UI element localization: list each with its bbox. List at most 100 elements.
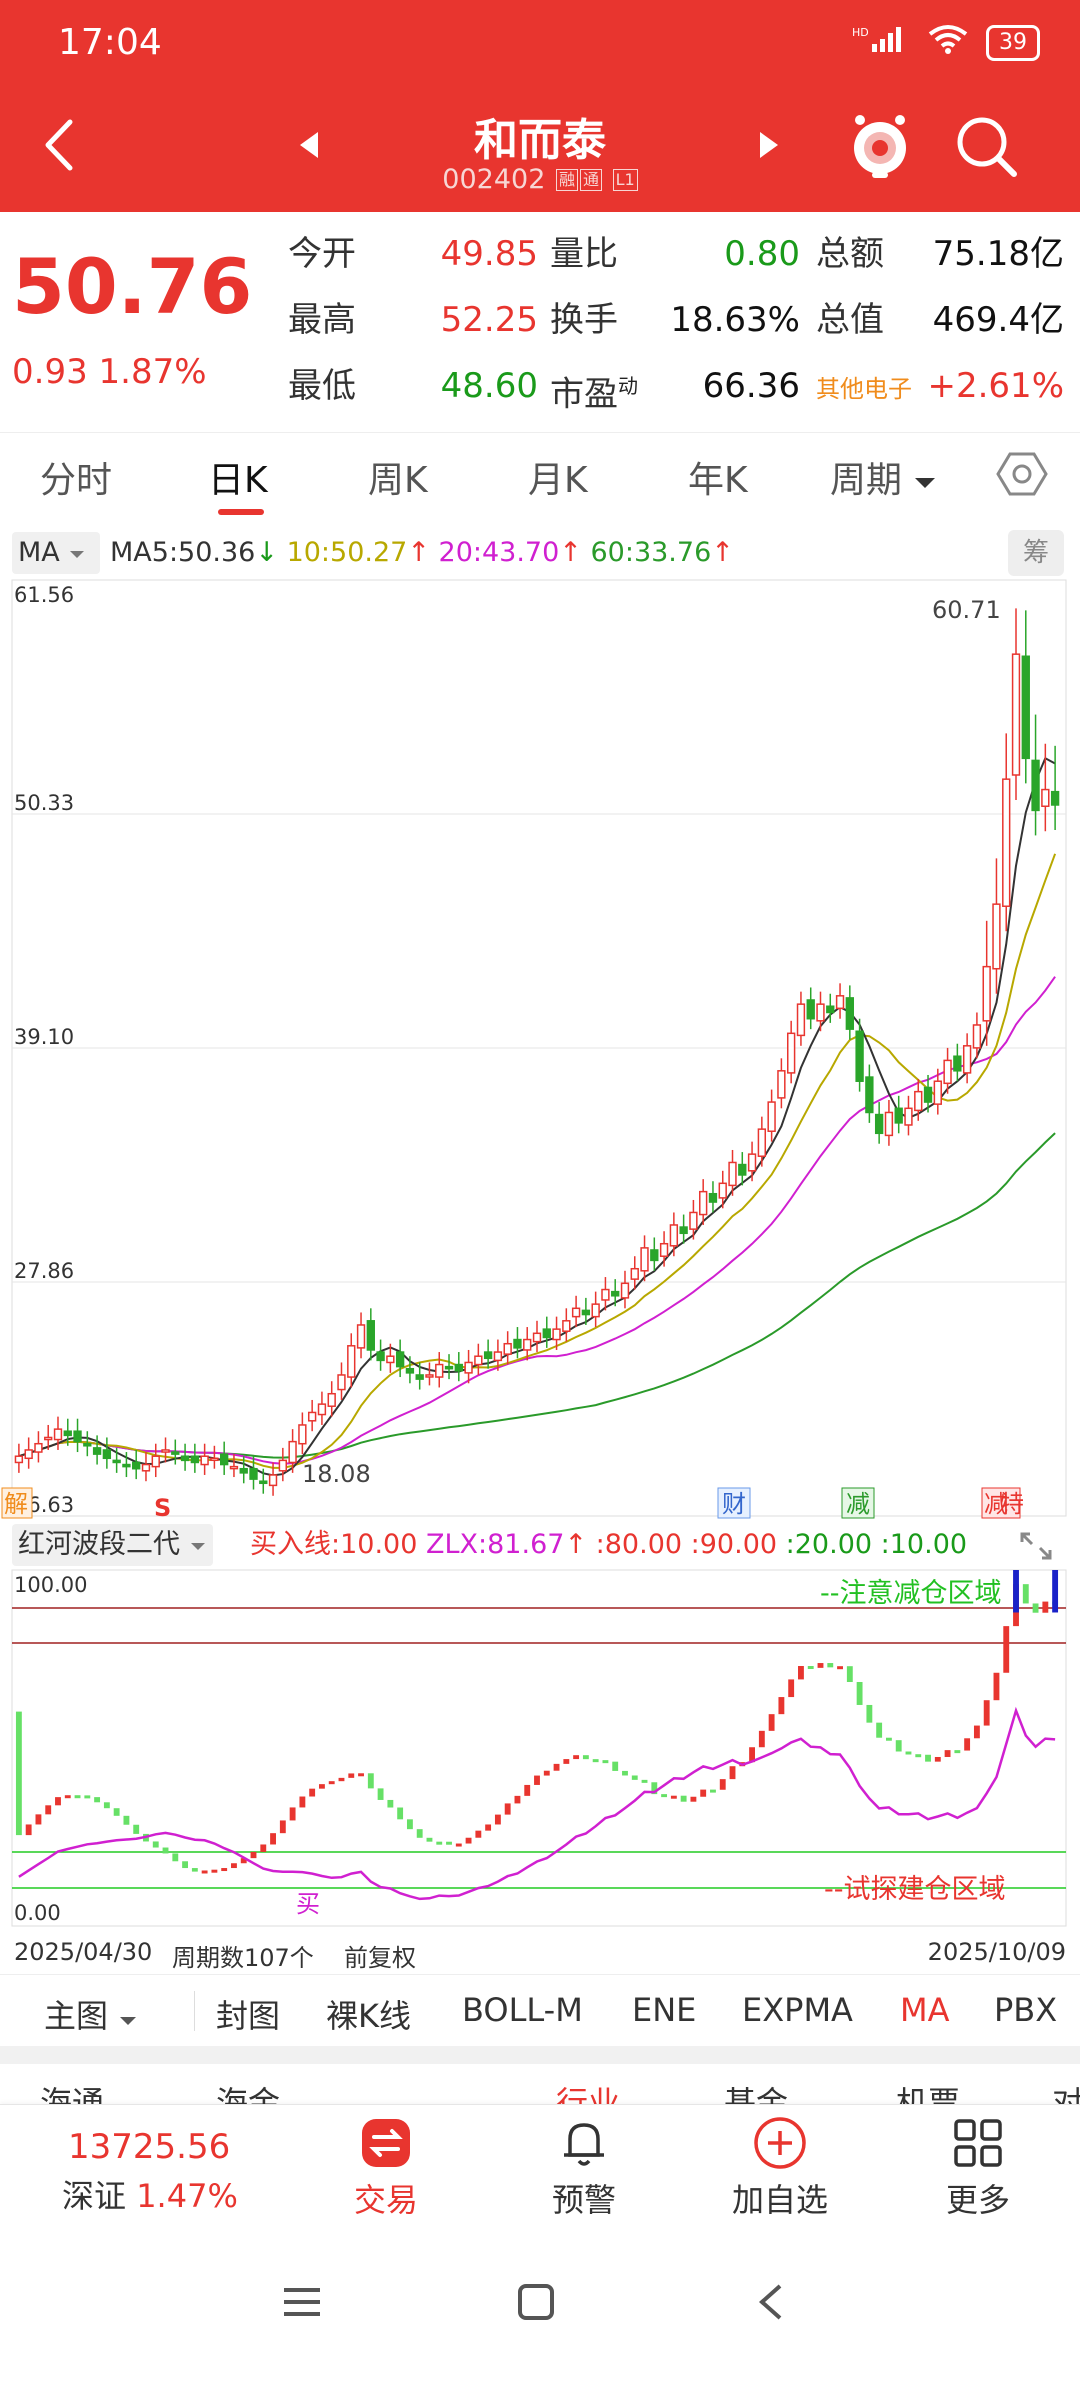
tab-period[interactable]: 周期	[830, 451, 937, 503]
indicator-bar	[651, 1782, 658, 1795]
bell-icon	[564, 2123, 604, 2166]
indicator-bar	[837, 1666, 843, 1670]
indicator-bar	[641, 1779, 648, 1783]
candle	[132, 1461, 141, 1470]
back-nav-icon[interactable]	[752, 2282, 792, 2326]
candle	[884, 1111, 894, 1137]
indicator-bar	[934, 1756, 941, 1762]
back-button[interactable]	[36, 110, 86, 180]
trade-icon	[362, 2119, 410, 2167]
candle	[307, 1411, 317, 1422]
candle	[474, 1355, 483, 1366]
candle	[454, 1363, 463, 1372]
indicator-bar	[729, 1766, 736, 1780]
candle	[122, 1463, 131, 1468]
indicator-bar	[504, 1803, 511, 1815]
tab-monthly[interactable]: 月K	[528, 460, 588, 501]
build-zone-label: --试探建仓区域	[824, 1874, 1006, 1905]
indicator-bar	[993, 1672, 1000, 1701]
indicator-bar	[367, 1773, 374, 1789]
tab-weekly[interactable]: 周K	[368, 460, 428, 501]
quote-sector[interactable]: 其他电子 +2.61%	[816, 366, 1064, 406]
indicator-bar	[172, 1853, 179, 1862]
home-icon[interactable]	[516, 2282, 556, 2326]
stock-code-row: 002402 融通 L1	[0, 164, 1080, 195]
candle	[894, 1107, 903, 1124]
tab-yearly[interactable]: 年K	[688, 460, 748, 501]
indicator-bar	[328, 1781, 335, 1785]
indicator-bar	[64, 1795, 71, 1799]
tab-naked-k[interactable]: 裸K线	[326, 1997, 411, 2035]
quote-high: 最高 52.25	[288, 300, 538, 340]
indicator-chart[interactable]: 100.00 0.00 --注意减仓区域 --试探建仓区域 买	[0, 1568, 1080, 1930]
tab-ene[interactable]: ENE	[632, 1991, 697, 2029]
warn-zone-label: --注意减仓区域	[820, 1578, 1002, 1609]
grid-icon	[954, 2119, 1002, 2167]
arrow-down-icon: ↓	[255, 537, 278, 568]
nav-add-watchlist[interactable]: 加自选	[710, 2115, 850, 2221]
svg-text:HD: HD	[852, 26, 869, 39]
candle	[386, 1355, 395, 1364]
assistant-robot-icon[interactable]	[848, 110, 912, 180]
kline-chart[interactable]: 61.56 50.33 39.10 27.86 16.63 60.71 18.0…	[0, 578, 1080, 1522]
indicator-bar	[895, 1740, 902, 1752]
candle	[83, 1442, 92, 1447]
battery-icon: 39	[986, 24, 1040, 61]
indicator-bar	[221, 1868, 228, 1872]
expand-icon[interactable]	[1016, 1528, 1056, 1564]
tab-ma[interactable]: MA	[900, 1991, 950, 2029]
tab-expma[interactable]: EXPMA	[742, 1991, 853, 2029]
stock-code: 002402	[442, 164, 546, 195]
nav-more[interactable]: 更多	[908, 2115, 1048, 2221]
candle	[14, 1455, 24, 1464]
ma-select[interactable]: MA	[12, 532, 100, 574]
indicator-bar	[807, 1666, 814, 1670]
candle	[581, 1309, 591, 1316]
indicator-bar	[416, 1829, 423, 1838]
indicator-bar	[710, 1789, 716, 1793]
prev-stock-button[interactable]	[296, 128, 322, 162]
indicator-bar	[719, 1779, 726, 1790]
y-label-4: 27.86	[14, 1259, 74, 1283]
tab-daily[interactable]: 日K	[208, 460, 268, 501]
candle	[34, 1442, 43, 1453]
indicator-bar	[749, 1747, 755, 1763]
tab-intraday[interactable]: 分时	[40, 460, 113, 501]
indicator-bar	[582, 1755, 589, 1760]
indicator-bar	[494, 1814, 501, 1825]
candle	[728, 1161, 737, 1187]
level1-tag: L1	[612, 169, 638, 191]
indicator-bar	[680, 1795, 687, 1802]
arrow-up-icon: ↑	[407, 537, 430, 568]
y-label-top: 61.56	[14, 583, 74, 607]
indicator-bar	[84, 1795, 91, 1799]
caret-down-icon	[913, 460, 937, 501]
indicator-bar	[397, 1807, 404, 1820]
menu-icon[interactable]	[282, 2282, 322, 2326]
next-stock-button[interactable]	[756, 128, 782, 162]
peek-row: 海通 海金 行业 基金 机票 对	[40, 2084, 1080, 2104]
candle	[513, 1338, 522, 1349]
connect-tag: 通	[579, 169, 602, 191]
candle	[1002, 778, 1011, 907]
chart-footer: 2025/04/30 周期数107个 前复权 2025/10/09	[0, 1932, 1080, 1972]
nav-trade[interactable]: 交易	[316, 2115, 456, 2221]
indicator-bar	[270, 1833, 276, 1845]
tab-limit[interactable]: 封图	[216, 1997, 281, 2035]
candle	[171, 1451, 180, 1455]
tab-main-chart[interactable]: 主图	[44, 1991, 138, 2037]
search-icon[interactable]	[952, 112, 1020, 180]
candle	[210, 1457, 219, 1462]
tab-boll[interactable]: BOLL-M	[462, 1991, 583, 2029]
price-change: 0.93 1.87%	[12, 352, 207, 392]
nav-alert[interactable]: 预警	[514, 2115, 654, 2221]
indicator-select[interactable]: 红河波段二代	[12, 1524, 213, 1566]
hexagon-settings-icon[interactable]	[996, 448, 1048, 500]
candle	[327, 1392, 336, 1407]
tab-pbx[interactable]: PBX	[994, 1991, 1058, 2029]
candle	[268, 1474, 278, 1487]
candle	[102, 1449, 112, 1460]
candle	[904, 1107, 913, 1126]
chip-distribution-button[interactable]: 筹	[1008, 530, 1064, 576]
indicator-bar	[45, 1805, 52, 1815]
